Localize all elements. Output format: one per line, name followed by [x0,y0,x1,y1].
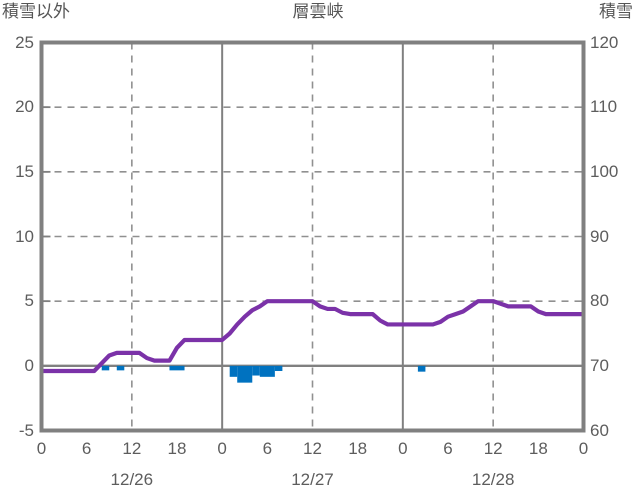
precipitation-bar [169,365,185,371]
y-axis-left-label: 15 [15,161,34,181]
x-axis-date-label: 12/27 [291,470,334,489]
x-axis-tick-label: 6 [262,439,273,458]
y-axis-right-label: 60 [590,420,609,440]
snow-depth-line [41,299,584,374]
x-axis-tick-label: 12 [303,439,322,458]
x-axis-tick-label: 18 [167,439,187,458]
y-axis-right-label: 70 [590,355,609,375]
y-axis-right-label: 100 [590,161,619,181]
x-axis-tick-label: 12 [122,439,142,458]
precipitation-bar [101,365,110,371]
y-axis-left-label: -5 [18,420,34,440]
x-axis-tick-label: 18 [528,439,548,458]
y-axis-left-label: 10 [15,226,34,246]
y-axis-right-label: 80 [590,291,609,311]
precipitation-bar [229,365,238,377]
x-axis-tick-label: 0 [578,439,589,458]
y-axis-right-label: 90 [590,226,609,246]
x-axis-tick-label: 0 [398,439,408,458]
x-axis-date-label: 12/26 [110,470,154,489]
left-axis-unit-label: 積雪以外 [2,2,70,21]
x-axis-tick-label: 0 [217,439,227,458]
y-axis-left-label: 0 [24,355,34,375]
x-axis-tick-label: 0 [36,439,47,458]
precipitation-bar [252,365,260,376]
x-axis-tick-label: 18 [348,439,368,458]
x-axis-tick-label: 6 [443,439,453,458]
precipitation-bar [237,365,253,383]
precipitation-bar [259,365,275,377]
x-axis-tick-label: 12 [483,439,503,458]
precipitation-bar [116,365,125,371]
x-axis-date-label: 12/28 [471,470,515,489]
precipitation-bar [417,365,426,372]
right-axis-unit-label: 積雪 [599,2,633,21]
y-axis-left-label: 5 [24,291,34,311]
y-axis-right-label: 120 [590,32,619,52]
x-axis-tick-label: 6 [81,439,92,458]
y-axis-right-label: 110 [590,97,618,117]
y-axis-left-label: 20 [15,97,34,117]
y-axis-left-label: 25 [15,32,34,52]
precipitation-bar [274,365,283,372]
page-title: 層雲峡 [292,2,344,21]
